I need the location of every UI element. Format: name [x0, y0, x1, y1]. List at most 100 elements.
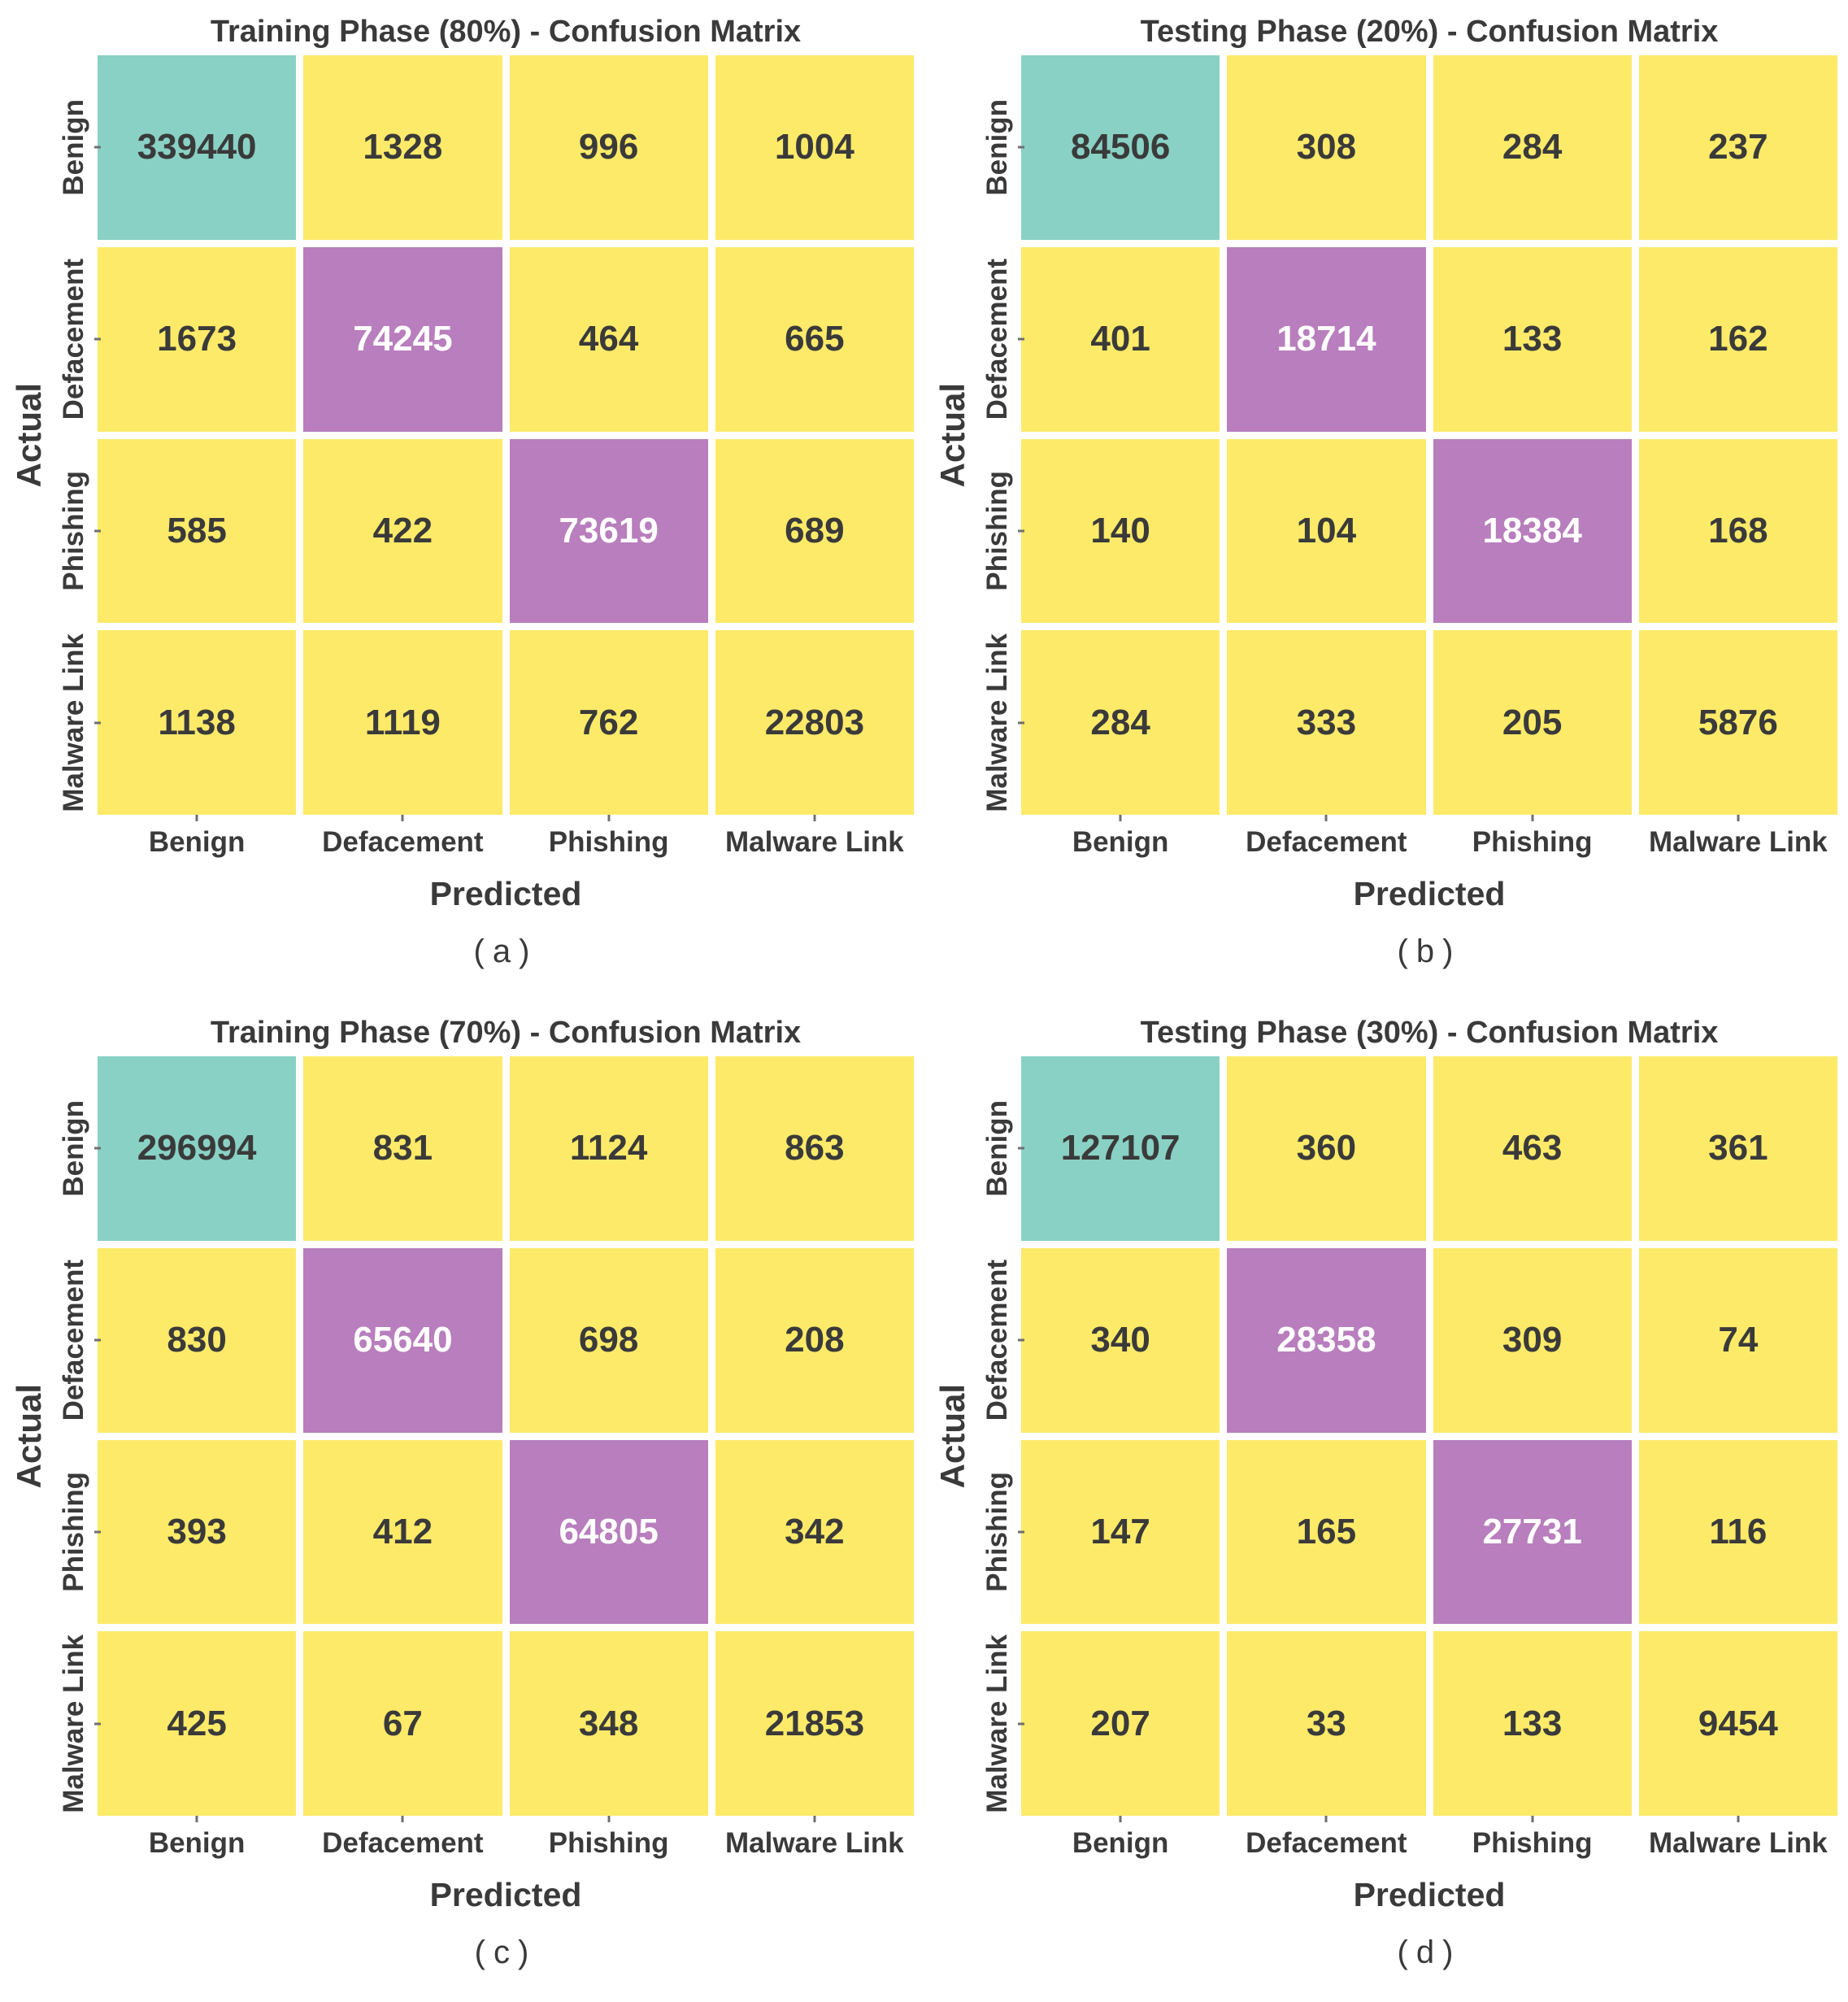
- cell-malware-link-benign: 425: [98, 1631, 297, 1816]
- cell-phishing-defacement: 422: [303, 438, 502, 624]
- cell-malware-link-defacement: 1119: [303, 630, 502, 815]
- y-tick-label-benign: Benign: [50, 55, 98, 240]
- y-tick-labels: Benign Defacement Phishing Malware Link: [974, 1056, 1021, 1816]
- cell-phishing-defacement: 104: [1227, 438, 1426, 624]
- x-tick-label-phishing: Phishing: [1433, 815, 1632, 859]
- cell-benign-malware-link: 237: [1638, 55, 1837, 240]
- matrix: 339440 1328 996 1004 1673 74245 464 665 585 422 73…: [98, 55, 914, 815]
- cell-malware-link-phishing: 205: [1433, 630, 1632, 815]
- cell-malware-link-phishing: 133: [1433, 1631, 1632, 1816]
- cell-defacement-phishing: 698: [509, 1247, 708, 1433]
- cell-defacement-benign: 401: [1021, 246, 1220, 432]
- y-tick-label-defacement: Defacement: [974, 247, 1021, 432]
- x-axis-label: Predicted: [1353, 874, 1506, 912]
- cell-malware-link-benign: 284: [1021, 630, 1220, 815]
- matrix: 84506 308 284 237 401 18714 133 162 140 104 18384 1…: [1021, 55, 1837, 815]
- cell-defacement-malware-link: 162: [1638, 246, 1837, 432]
- subfigure-caption: (a): [473, 934, 538, 969]
- x-tick-label-benign: Benign: [1021, 1816, 1220, 1860]
- matrix: 127107 360 463 361 340 28358 309 74 147 165 27731 1…: [1021, 1056, 1837, 1816]
- cell-defacement-defacement: 65640: [303, 1247, 502, 1433]
- y-axis-label-text: Actual: [10, 382, 48, 488]
- y-tick-label-defacement: Defacement: [50, 1248, 98, 1433]
- cell-benign-defacement: 1328: [303, 55, 502, 240]
- y-axis-label: Actual: [932, 55, 974, 815]
- confusion-matrix-panel-c: Training Phase (70%) - Confusion Matrix …: [0, 1001, 924, 2002]
- cell-malware-link-defacement: 67: [303, 1631, 502, 1816]
- cell-malware-link-benign: 207: [1021, 1631, 1220, 1816]
- confusion-matrix-panel-a: Training Phase (80%) - Confusion Matrix …: [0, 0, 924, 1001]
- y-tick-label-malware-link: Malware Link: [50, 1631, 98, 1816]
- y-axis-label: Actual: [8, 1056, 50, 1816]
- cell-benign-phishing: 996: [509, 55, 708, 240]
- cell-malware-link-defacement: 333: [1227, 630, 1426, 815]
- x-tick-label-malware-link: Malware Link: [715, 815, 914, 859]
- x-tick-label-phishing: Phishing: [1433, 1816, 1632, 1860]
- cell-benign-defacement: 831: [303, 1056, 502, 1241]
- cell-benign-benign: 84506: [1021, 55, 1220, 240]
- x-tick-label-defacement: Defacement: [1227, 815, 1425, 859]
- cell-phishing-malware-link: 168: [1638, 438, 1837, 624]
- cell-benign-defacement: 308: [1227, 55, 1426, 240]
- cell-phishing-benign: 393: [98, 1439, 297, 1625]
- x-tick-labels: Benign Defacement Phishing Malware Link: [98, 815, 914, 864]
- cell-defacement-benign: 340: [1021, 1247, 1220, 1433]
- cell-defacement-benign: 1673: [98, 246, 297, 432]
- x-tick-label-benign: Benign: [98, 815, 296, 859]
- y-tick-label-malware-link: Malware Link: [50, 630, 98, 815]
- cell-phishing-benign: 585: [98, 438, 297, 624]
- cell-phishing-malware-link: 689: [715, 438, 914, 624]
- x-tick-label-defacement: Defacement: [1227, 1816, 1425, 1860]
- y-tick-label-malware-link: Malware Link: [974, 1631, 1021, 1816]
- chart-title: Training Phase (70%) - Confusion Matrix: [210, 1015, 802, 1050]
- cell-malware-link-benign: 1138: [98, 630, 297, 815]
- x-tick-label-benign: Benign: [98, 1816, 296, 1860]
- x-tick-label-defacement: Defacement: [303, 815, 502, 859]
- cell-malware-link-malware-link: 21853: [715, 1631, 914, 1816]
- cell-defacement-defacement: 74245: [303, 246, 502, 432]
- cell-malware-link-malware-link: 9454: [1638, 1631, 1837, 1816]
- chart-title: Testing Phase (30%) - Confusion Matrix: [1140, 1015, 1719, 1050]
- x-tick-labels: Benign Defacement Phishing Malware Link: [98, 1816, 914, 1865]
- x-axis-label: Predicted: [1353, 1875, 1506, 1913]
- confusion-matrix-panel-b: Testing Phase (20%) - Confusion Matrix A…: [924, 0, 1848, 1001]
- x-axis-label: Predicted: [429, 1875, 582, 1913]
- confusion-matrix-panel-d: Testing Phase (30%) - Confusion Matrix A…: [924, 1001, 1848, 2002]
- cell-benign-benign: 127107: [1021, 1056, 1220, 1241]
- cell-benign-benign: 296994: [98, 1056, 297, 1241]
- chart-title: Testing Phase (20%) - Confusion Matrix: [1140, 14, 1719, 49]
- x-tick-labels: Benign Defacement Phishing Malware Link: [1021, 815, 1837, 864]
- subfigure-caption: (d): [1397, 1935, 1462, 1970]
- y-axis-label: Actual: [932, 1056, 974, 1816]
- cell-benign-phishing: 463: [1433, 1056, 1632, 1241]
- y-axis-label: Actual: [8, 55, 50, 815]
- x-tick-label-malware-link: Malware Link: [715, 1816, 914, 1860]
- cell-phishing-defacement: 165: [1227, 1439, 1426, 1625]
- x-tick-label-phishing: Phishing: [510, 815, 708, 859]
- x-tick-label-malware-link: Malware Link: [1639, 1816, 1837, 1860]
- x-tick-label-phishing: Phishing: [510, 1816, 708, 1860]
- cell-phishing-phishing: 64805: [509, 1439, 708, 1625]
- subfigure-caption: (b): [1397, 934, 1462, 969]
- cell-defacement-defacement: 18714: [1227, 246, 1426, 432]
- cell-benign-phishing: 1124: [509, 1056, 708, 1241]
- x-tick-label-malware-link: Malware Link: [1639, 815, 1837, 859]
- cell-defacement-malware-link: 665: [715, 246, 914, 432]
- cell-malware-link-malware-link: 22803: [715, 630, 914, 815]
- cell-phishing-benign: 147: [1021, 1439, 1220, 1625]
- cell-benign-malware-link: 1004: [715, 55, 914, 240]
- cell-benign-malware-link: 863: [715, 1056, 914, 1241]
- cell-defacement-phishing: 133: [1433, 246, 1632, 432]
- cell-defacement-defacement: 28358: [1227, 1247, 1426, 1433]
- cell-benign-malware-link: 361: [1638, 1056, 1837, 1241]
- y-axis-label-text: Actual: [10, 1383, 48, 1489]
- x-tick-labels: Benign Defacement Phishing Malware Link: [1021, 1816, 1837, 1865]
- cell-phishing-phishing: 18384: [1433, 438, 1632, 624]
- chart-title: Training Phase (80%) - Confusion Matrix: [210, 14, 802, 49]
- y-tick-label-benign: Benign: [50, 1056, 98, 1241]
- cell-phishing-defacement: 412: [303, 1439, 502, 1625]
- cell-phishing-malware-link: 116: [1638, 1439, 1837, 1625]
- cell-defacement-benign: 830: [98, 1247, 297, 1433]
- y-tick-label-benign: Benign: [974, 55, 1021, 240]
